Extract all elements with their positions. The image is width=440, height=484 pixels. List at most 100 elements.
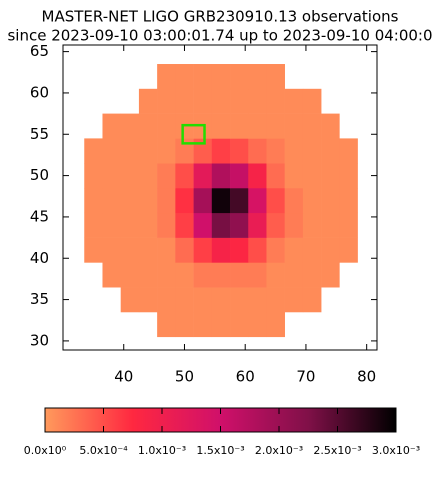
heat-cell [230, 88, 249, 114]
heat-cell [102, 113, 121, 139]
heat-cell [230, 187, 249, 214]
chart-subtitle: since 2023-09-10 03:00:01.74 up to 2023-… [7, 27, 432, 45]
y-tick-label: 40 [30, 249, 49, 267]
heat-cell [175, 212, 194, 238]
heat-cell [175, 163, 194, 189]
heat-cell [138, 237, 158, 263]
heat-cell [102, 262, 121, 288]
heat-cell [84, 187, 103, 214]
heat-cell [211, 113, 231, 139]
heat-cell [266, 88, 285, 114]
heat-cell [248, 138, 267, 164]
heat-cell [248, 237, 267, 263]
heat-cell [138, 88, 158, 114]
heat-cell [266, 187, 285, 214]
heat-cell [284, 187, 304, 214]
heat-cell [284, 163, 304, 189]
heat-cell [230, 262, 249, 288]
heat-cell [138, 287, 158, 313]
heat-cell [84, 163, 103, 189]
x-tick-label: 40 [114, 368, 133, 386]
heat-cell [211, 64, 231, 90]
heat-cell [102, 187, 121, 214]
heat-cell [211, 163, 231, 189]
heat-cell [302, 187, 322, 214]
heat-cell [193, 187, 213, 214]
heat-cell [248, 64, 267, 90]
heat-cell [339, 163, 358, 189]
heat-cell [302, 163, 322, 189]
heat-cell [157, 138, 176, 164]
heat-cell [302, 287, 322, 313]
heat-cell [211, 311, 231, 338]
heat-cell [193, 212, 213, 238]
heat-cell [193, 287, 213, 313]
heat-cell [193, 64, 213, 90]
heat-cell [138, 163, 158, 189]
heat-cell [157, 212, 176, 238]
y-tick-label: 65 [30, 42, 49, 60]
heat-cell [248, 163, 267, 189]
heat-cell [211, 88, 231, 114]
heat-cell [266, 311, 285, 338]
colorbar-tick-label: 2.0x10⁻³ [255, 444, 303, 457]
heat-cell [157, 237, 176, 263]
heat-cell [138, 187, 158, 214]
heat-cell [230, 138, 249, 164]
heat-cell [175, 138, 194, 164]
heat-cell [230, 163, 249, 189]
heat-cell [211, 138, 231, 164]
heat-cell [321, 138, 340, 164]
heat-cell [266, 262, 285, 288]
heat-cell [302, 138, 322, 164]
heat-cell [84, 212, 103, 238]
y-tick-label: 55 [30, 125, 49, 143]
heat-cell [193, 262, 213, 288]
heat-cell [120, 163, 140, 189]
heat-cell [175, 187, 194, 214]
x-tick-label: 80 [357, 368, 376, 386]
heat-cell [120, 187, 140, 214]
heat-cell [321, 163, 340, 189]
heat-cell [157, 113, 176, 139]
heat-cell [230, 212, 249, 238]
heat-cell [284, 212, 304, 238]
y-tick-label: 50 [30, 166, 49, 184]
heat-cell [175, 64, 194, 90]
heat-cell [321, 237, 340, 263]
heat-cell [157, 163, 176, 189]
heat-cell [193, 138, 213, 164]
heat-cell [339, 237, 358, 263]
heat-cell [284, 138, 304, 164]
colorbar-tick-label: 3.0x10⁻³ [372, 444, 420, 457]
x-tick-label: 50 [175, 368, 194, 386]
colorbar-tick-label: 2.5x10⁻³ [313, 444, 361, 457]
heat-cell [339, 187, 358, 214]
heat-cell [211, 237, 231, 263]
heat-cell [157, 262, 176, 288]
heat-cell [157, 88, 176, 114]
heat-cell [84, 237, 103, 263]
heat-cell [230, 113, 249, 139]
heat-cell [248, 113, 267, 139]
colorbar-tick-label: 5.0x10⁻⁴ [79, 444, 128, 457]
heat-cell [248, 212, 267, 238]
chart-title: MASTER-NET LIGO GRB230910.13 observation… [42, 8, 399, 26]
heat-cell [321, 212, 340, 238]
heat-cell [321, 262, 340, 288]
heat-cell [248, 187, 267, 214]
y-tick-label: 30 [30, 331, 49, 349]
highlight-box [181, 123, 206, 145]
heat-cell [102, 163, 121, 189]
heat-cell [302, 88, 322, 114]
heat-cell [266, 212, 285, 238]
colorbar-tick-label: 0.0x10⁰ [24, 444, 67, 457]
heat-cell [266, 113, 285, 139]
heat-cell [302, 212, 322, 238]
heat-cell [284, 262, 304, 288]
plot-frame [62, 44, 378, 351]
heat-cell [284, 287, 304, 313]
heat-cell [193, 163, 213, 189]
heat-cell [339, 138, 358, 164]
heat-cell [339, 212, 358, 238]
